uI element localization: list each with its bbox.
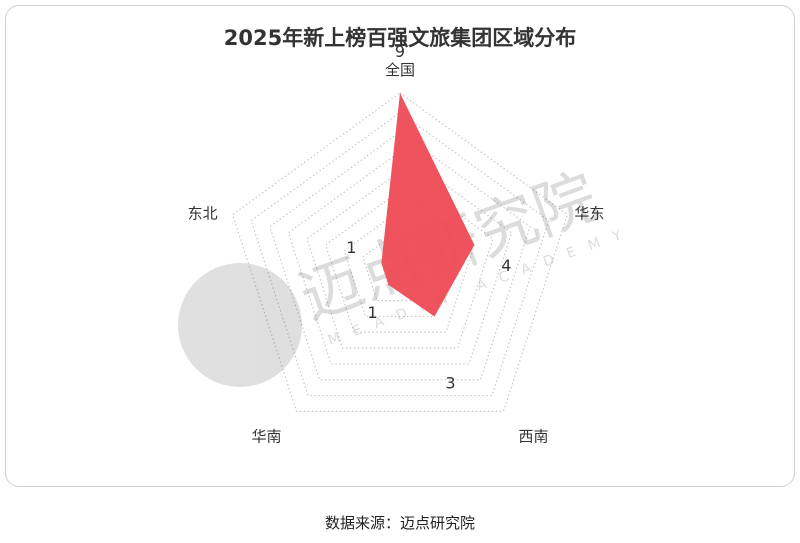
data-label-1: 4	[501, 256, 511, 275]
data-source: 数据来源：迈点研究院	[324, 514, 475, 532]
axis-label-2: 西南	[518, 427, 548, 445]
axis-label-4: 东北	[188, 205, 218, 223]
series-area	[381, 93, 475, 317]
watermark-logo-icon	[178, 263, 302, 387]
axis-label-3: 华南	[252, 427, 282, 445]
data-label-0: 9	[395, 42, 405, 61]
data-label-3: 1	[367, 303, 377, 322]
axis-label-0: 全国	[385, 61, 415, 79]
grid-ring	[250, 111, 550, 397]
grid-ring	[287, 150, 513, 365]
chart-card	[5, 5, 795, 487]
grid-ring	[231, 92, 569, 412]
axis-label-1: 华东	[574, 205, 604, 223]
data-label-4: 1	[346, 238, 356, 257]
data-label-2: 3	[445, 373, 455, 392]
chart-title: 2025年新上榜百强文旅集团区域分布	[223, 26, 577, 50]
